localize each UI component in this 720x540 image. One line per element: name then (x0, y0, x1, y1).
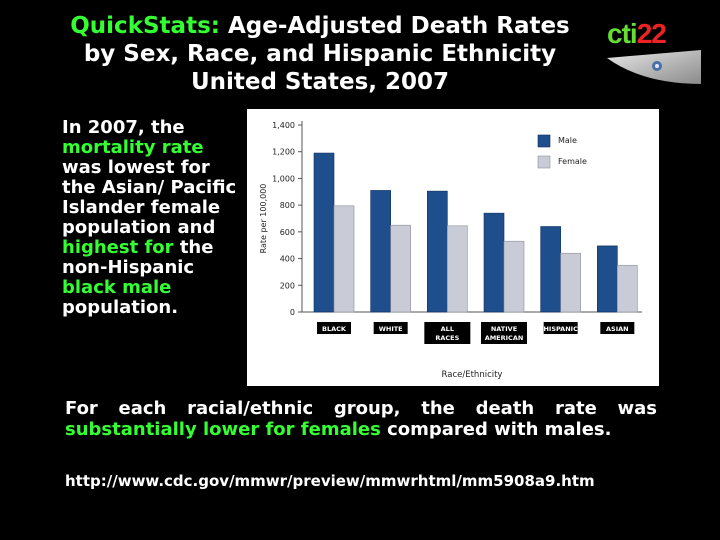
slide-title: QuickStats: Age-Adjusted Death Rates by … (30, 12, 610, 96)
category-label-box (373, 322, 408, 334)
title-line-2: by Sex, Race, and Hispanic Ethnicity (83, 41, 557, 67)
category-label-box (424, 322, 471, 344)
bar-female (447, 225, 468, 313)
bottom-text-part-2: compared with males. (380, 419, 612, 440)
legend-swatch-female (537, 155, 551, 169)
bar-male (370, 190, 391, 313)
bottom-highlight: substantially lower for females (65, 419, 381, 440)
x-axis-label: Race/Ethnicity (442, 370, 503, 380)
x-tick-label: ASIAN (606, 325, 629, 333)
x-tick-label: AMERICAN (485, 334, 524, 342)
x-tick-label: BLACK (322, 325, 347, 333)
left-text-part-1: In 2007, the (62, 117, 185, 138)
bar-female (617, 264, 638, 313)
logo-swoosh-icon (607, 50, 701, 84)
bar-female (560, 252, 581, 313)
y-tick-label: 1,400 (272, 121, 295, 130)
y-tick-label: 0 (290, 308, 295, 317)
chart-panel: 0 200 400 600 800 1,000 1,200 1,400 Rate per 100… (247, 109, 659, 386)
left-highlight-3: black male (62, 277, 172, 298)
bar-female (503, 240, 525, 313)
y-tick-label: 400 (280, 255, 295, 264)
bar-male (313, 152, 335, 313)
y-tick-label: 200 (280, 281, 295, 290)
bar-male (540, 226, 561, 313)
left-highlight-2: highest for (62, 237, 174, 258)
bar-chart: 0 200 400 600 800 1,000 1,200 1,400 Rate per 100… (259, 121, 642, 380)
x-tick-label: WHITE (379, 325, 403, 333)
title-line-3: United States, 2007 (190, 69, 450, 95)
logo-22: 22 (636, 18, 667, 49)
title-line-1: QuickStats: Age-Adjusted Death Rates (30, 12, 610, 40)
bar-female (390, 224, 411, 313)
left-summary-text: In 2007, the mortality rate was lowest f… (62, 118, 247, 318)
x-tick-label: RACES (435, 334, 459, 342)
category-label-box (600, 322, 635, 334)
y-tick-label: 1,000 (272, 174, 295, 183)
legend-label-male: Male (558, 136, 577, 145)
left-text-part-2: was lowest for the Asian/ Pacific Island… (62, 157, 237, 238)
y-tick-label: 1,200 (272, 148, 295, 157)
logo-text: cti22 (607, 18, 667, 50)
title-highlight: QuickStats: (70, 13, 220, 39)
x-tick-label: ALL (441, 325, 454, 333)
bar-male (427, 190, 448, 313)
category-label-box (543, 322, 578, 334)
cti22-logo: cti22 (603, 18, 703, 88)
legend-label-female: Female (558, 157, 587, 166)
source-url[interactable]: http://www.cdc.gov/mmwr/preview/mmwrhtml… (65, 472, 595, 490)
logo-cti: cti (607, 18, 638, 49)
bar-male (483, 212, 505, 313)
left-text-part-4: population. (62, 297, 179, 318)
legend-swatch-male (537, 134, 551, 148)
bar-female (333, 205, 355, 313)
x-tick-label: HISPANIC (543, 325, 578, 333)
category-label-box (481, 322, 527, 344)
left-highlight-1: mortality rate (62, 137, 204, 158)
left-text-part-3: the non-Hispanic (62, 237, 214, 278)
bar-male (597, 245, 618, 313)
y-tick-label: 600 (280, 228, 295, 237)
title-line-1-rest: Age-Adjusted Death Rates (219, 13, 570, 39)
bottom-summary-text: For each racial/ethnic group, the death … (65, 398, 657, 440)
category-label-box (317, 322, 351, 334)
x-tick-label: NATIVE (491, 325, 517, 333)
y-tick-label: 800 (280, 201, 295, 210)
bottom-text-part-1: For each racial/ethnic group, the death … (65, 398, 657, 419)
y-axis-label: Rate per 100,000 (259, 184, 268, 254)
